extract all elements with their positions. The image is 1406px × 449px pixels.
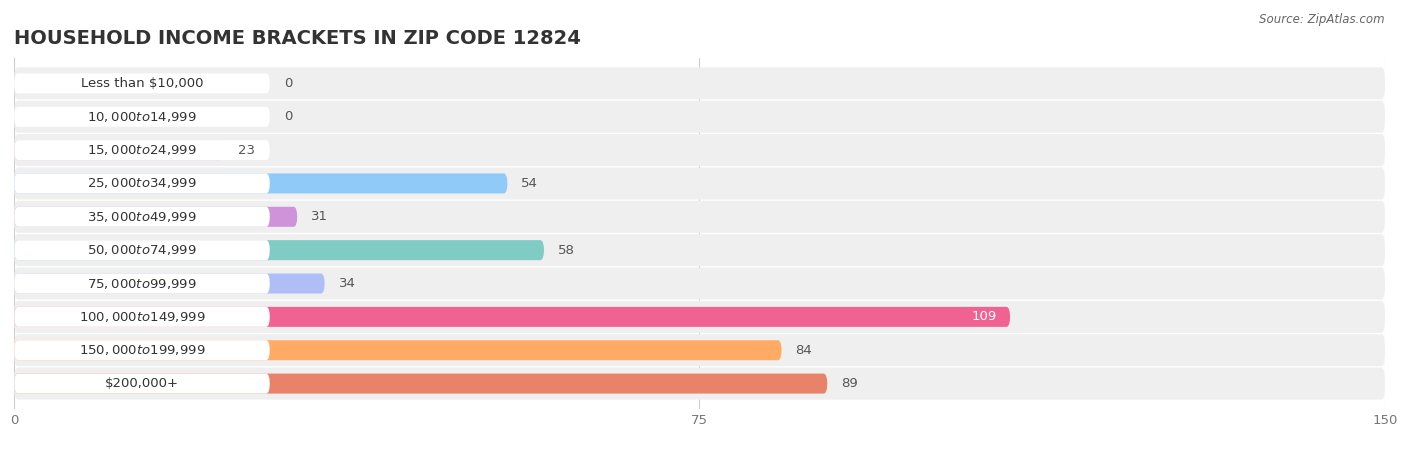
FancyBboxPatch shape [14, 134, 1385, 166]
Text: $15,000 to $24,999: $15,000 to $24,999 [87, 143, 197, 157]
Text: 23: 23 [238, 144, 254, 157]
Text: 34: 34 [339, 277, 356, 290]
Text: HOUSEHOLD INCOME BRACKETS IN ZIP CODE 12824: HOUSEHOLD INCOME BRACKETS IN ZIP CODE 12… [14, 30, 581, 48]
Text: $50,000 to $74,999: $50,000 to $74,999 [87, 243, 197, 257]
Text: 31: 31 [311, 210, 328, 223]
Text: $35,000 to $49,999: $35,000 to $49,999 [87, 210, 197, 224]
FancyBboxPatch shape [14, 140, 225, 160]
FancyBboxPatch shape [14, 340, 782, 360]
Text: $100,000 to $149,999: $100,000 to $149,999 [79, 310, 205, 324]
FancyBboxPatch shape [14, 240, 270, 260]
Text: 0: 0 [284, 77, 292, 90]
Text: 84: 84 [796, 344, 813, 357]
FancyBboxPatch shape [14, 207, 298, 227]
FancyBboxPatch shape [14, 240, 544, 260]
Text: 54: 54 [522, 177, 538, 190]
Text: $10,000 to $14,999: $10,000 to $14,999 [87, 110, 197, 124]
FancyBboxPatch shape [14, 340, 270, 360]
FancyBboxPatch shape [14, 301, 1385, 333]
FancyBboxPatch shape [14, 268, 1385, 299]
FancyBboxPatch shape [14, 307, 1010, 327]
Text: 89: 89 [841, 377, 858, 390]
FancyBboxPatch shape [14, 107, 270, 127]
Text: Source: ZipAtlas.com: Source: ZipAtlas.com [1260, 13, 1385, 26]
FancyBboxPatch shape [14, 167, 1385, 199]
FancyBboxPatch shape [14, 368, 1385, 400]
FancyBboxPatch shape [14, 173, 270, 194]
Text: 109: 109 [972, 310, 997, 323]
FancyBboxPatch shape [14, 140, 270, 160]
Text: $75,000 to $99,999: $75,000 to $99,999 [87, 277, 197, 291]
Text: $150,000 to $199,999: $150,000 to $199,999 [79, 343, 205, 357]
FancyBboxPatch shape [14, 273, 270, 294]
FancyBboxPatch shape [14, 374, 270, 394]
FancyBboxPatch shape [14, 273, 325, 294]
FancyBboxPatch shape [14, 173, 508, 194]
FancyBboxPatch shape [14, 374, 827, 394]
FancyBboxPatch shape [14, 101, 1385, 133]
Text: 58: 58 [558, 244, 575, 257]
FancyBboxPatch shape [14, 234, 1385, 266]
FancyBboxPatch shape [14, 334, 1385, 366]
FancyBboxPatch shape [14, 207, 270, 227]
Text: $200,000+: $200,000+ [105, 377, 179, 390]
Text: 0: 0 [284, 110, 292, 123]
FancyBboxPatch shape [14, 307, 270, 327]
FancyBboxPatch shape [14, 73, 270, 93]
FancyBboxPatch shape [14, 201, 1385, 233]
Text: $25,000 to $34,999: $25,000 to $34,999 [87, 176, 197, 190]
Text: Less than $10,000: Less than $10,000 [80, 77, 204, 90]
FancyBboxPatch shape [14, 67, 1385, 99]
